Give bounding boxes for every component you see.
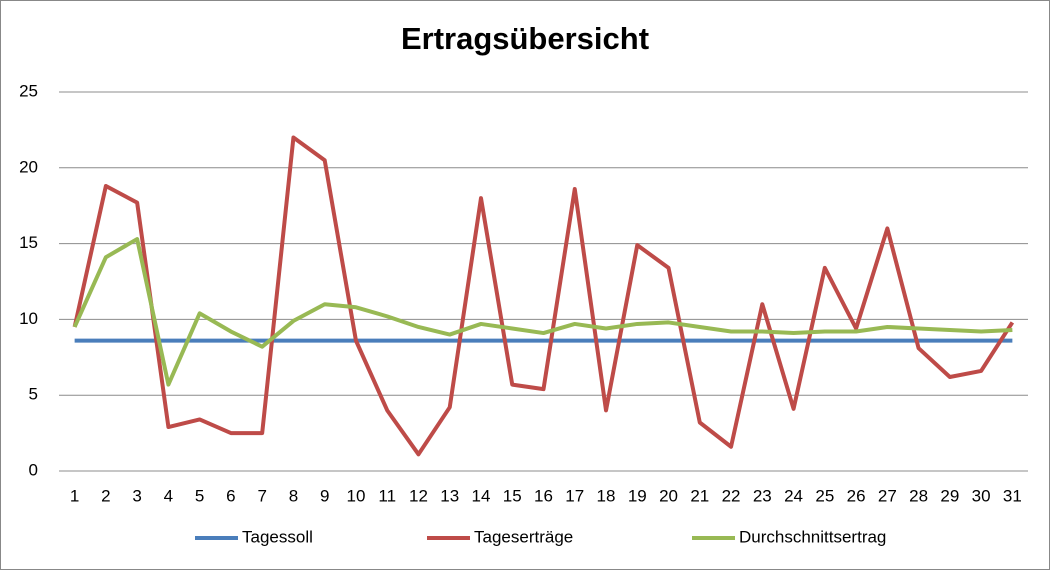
x-tick-label: 25 — [815, 486, 834, 505]
legend-label: Tageserträge — [474, 527, 573, 546]
y-tick-label: 20 — [19, 157, 38, 176]
x-tick-label: 24 — [784, 486, 803, 505]
y-tick-label: 0 — [29, 460, 38, 479]
series-line — [72, 135, 1015, 457]
x-tick-label: 20 — [659, 486, 678, 505]
x-tick-label: 5 — [195, 486, 204, 505]
x-tick-label: 11 — [378, 486, 396, 505]
x-tick-label: 15 — [503, 486, 522, 505]
x-tick-label: 21 — [690, 486, 709, 505]
legend-label: Tagessoll — [242, 527, 313, 546]
x-tick-label: 2 — [101, 486, 110, 505]
x-tick-label: 26 — [847, 486, 866, 505]
series-line — [72, 237, 1013, 387]
x-tick-label: 10 — [346, 486, 365, 505]
chart-title: Ertragsübersicht — [401, 21, 649, 56]
x-tick-label: 16 — [534, 486, 553, 505]
x-tick-label: 28 — [909, 486, 928, 505]
x-tick-label: 6 — [226, 486, 235, 505]
x-tick-label: 12 — [409, 486, 428, 505]
x-tick-label: 4 — [164, 486, 173, 505]
y-tick-label: 10 — [19, 309, 38, 328]
x-tick-label: 23 — [753, 486, 772, 505]
x-tick-label: 19 — [628, 486, 647, 505]
x-tick-label: 1 — [70, 486, 79, 505]
y-tick-label: 5 — [29, 385, 38, 404]
x-tick-label: 18 — [597, 486, 616, 505]
x-tick-label: 30 — [972, 486, 991, 505]
x-tick-label: 9 — [320, 486, 329, 505]
legend-label: Durchschnittsertrag — [739, 527, 886, 546]
x-tick-label: 14 — [472, 486, 491, 505]
x-tick-label: 17 — [565, 486, 584, 505]
x-tick-label: 7 — [257, 486, 266, 505]
x-tick-label: 8 — [289, 486, 298, 505]
x-tick-label: 29 — [940, 486, 959, 505]
x-tick-label: 27 — [878, 486, 897, 505]
x-tick-label: 13 — [440, 486, 459, 505]
x-tick-label: 3 — [132, 486, 141, 505]
x-tick-label: 31 — [1003, 486, 1022, 505]
x-tick-label: 22 — [722, 486, 741, 505]
y-tick-label: 15 — [19, 233, 38, 252]
y-tick-label: 25 — [19, 81, 38, 100]
